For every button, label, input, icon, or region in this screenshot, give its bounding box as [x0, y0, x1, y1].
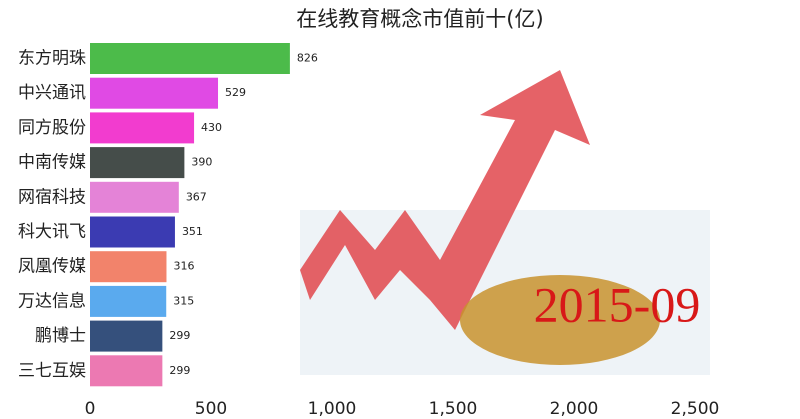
value-label: 299: [169, 329, 190, 342]
bar: [90, 147, 185, 179]
category-label: 万达信息: [18, 291, 86, 311]
background-illustration: [300, 70, 710, 375]
x-tick-label: 2,000: [550, 399, 599, 419]
category-label: 科大讯飞: [18, 222, 86, 242]
bar: [90, 77, 219, 109]
x-tick-label: 2,500: [671, 399, 720, 419]
category-label: 中兴通讯: [18, 83, 86, 103]
bar: [90, 43, 290, 74]
category-label: 三七互娱: [18, 361, 86, 381]
category-label: 鹏博士: [35, 326, 86, 346]
value-label: 529: [225, 86, 246, 99]
bar: [90, 355, 163, 387]
category-label: 同方股份: [18, 118, 86, 138]
date-annotation: 2015-09: [534, 276, 701, 332]
value-label: 430: [201, 121, 222, 134]
x-tick-label: 1,000: [308, 399, 357, 419]
value-label: 367: [186, 190, 207, 203]
value-label: 826: [297, 52, 318, 65]
category-label: 凤凰传媒: [18, 257, 86, 277]
bar: [90, 216, 175, 248]
category-label: 网宿科技: [18, 187, 86, 207]
value-label: 316: [173, 260, 194, 273]
bar: [90, 251, 167, 283]
value-label: 315: [173, 294, 194, 307]
value-label: 299: [169, 364, 190, 377]
bar: [90, 181, 179, 213]
x-tick-label: 1,500: [429, 399, 478, 419]
bar: [90, 320, 163, 352]
value-label: 351: [182, 225, 203, 238]
category-label: 中南传媒: [18, 153, 86, 173]
chart-title: 在线教育概念市值前十(亿): [296, 7, 543, 31]
x-tick-label: 500: [195, 399, 227, 419]
value-label: 390: [191, 156, 212, 169]
x-tick-label: 0: [85, 399, 96, 419]
bar: [90, 285, 167, 317]
category-label: 东方明珠: [18, 49, 86, 69]
bar: [90, 112, 195, 144]
